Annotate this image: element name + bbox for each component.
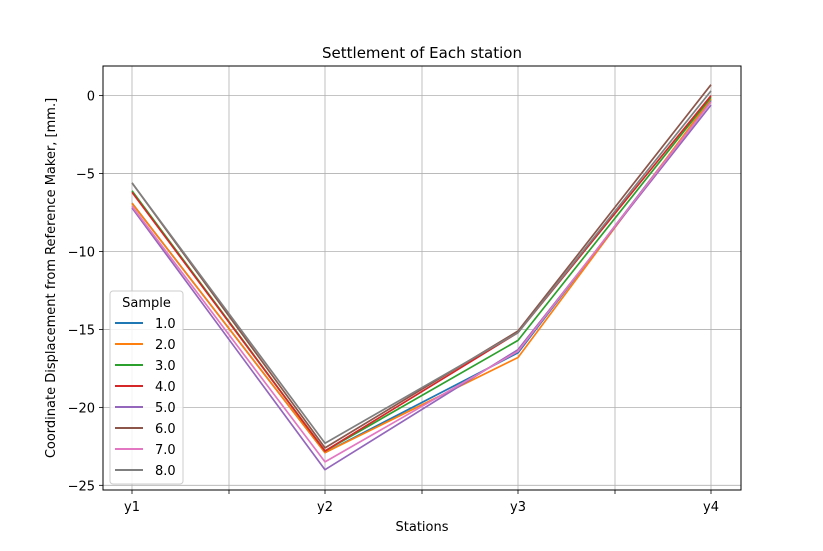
y-tick-label: −10: [68, 246, 95, 261]
series-line: [131, 99, 712, 454]
legend-label: 2.0: [155, 338, 176, 353]
series-line: [131, 95, 712, 452]
grid-lines: [103, 66, 741, 490]
y-axis-label: Coordinate Displacement from Reference M…: [44, 98, 59, 458]
legend-label: 3.0: [155, 359, 176, 374]
y-tick-label: −25: [68, 479, 95, 494]
x-tick-label: y4: [703, 500, 719, 515]
series-line: [131, 84, 712, 449]
series-line: [131, 96, 712, 452]
legend-label: 6.0: [155, 422, 176, 437]
series-line: [131, 104, 712, 471]
x-tick-label: y1: [124, 500, 140, 515]
legend-label: 7.0: [155, 443, 176, 458]
legend-label: 5.0: [155, 401, 176, 416]
legend-label: 1.0: [155, 317, 176, 332]
series-line: [131, 98, 712, 454]
x-tick-label: y3: [510, 500, 526, 515]
axis-ticks: y1 y2 y3 y4 0 −5 −10 −15 −20 −25: [68, 90, 719, 515]
y-tick-label: −15: [68, 323, 95, 338]
series-line: [131, 101, 712, 463]
legend-label: 8.0: [155, 464, 176, 479]
y-tick-label: −20: [68, 401, 95, 416]
x-axis-label: Stations: [396, 520, 449, 535]
y-tick-label: −5: [76, 168, 95, 183]
y-tick-label: 0: [87, 90, 95, 105]
legend-title: Sample: [122, 296, 171, 311]
legend-label: 4.0: [155, 380, 176, 395]
chart-title: Settlement of Each station: [322, 44, 522, 62]
legend-box: [109, 290, 184, 485]
legend: Sample 1.0 2.0 3.0 4.0 5.0 6.0 7.0 8.0: [109, 290, 184, 485]
series-line: [131, 90, 712, 445]
series-lines: [131, 84, 712, 471]
x-tick-label: y2: [317, 500, 333, 515]
